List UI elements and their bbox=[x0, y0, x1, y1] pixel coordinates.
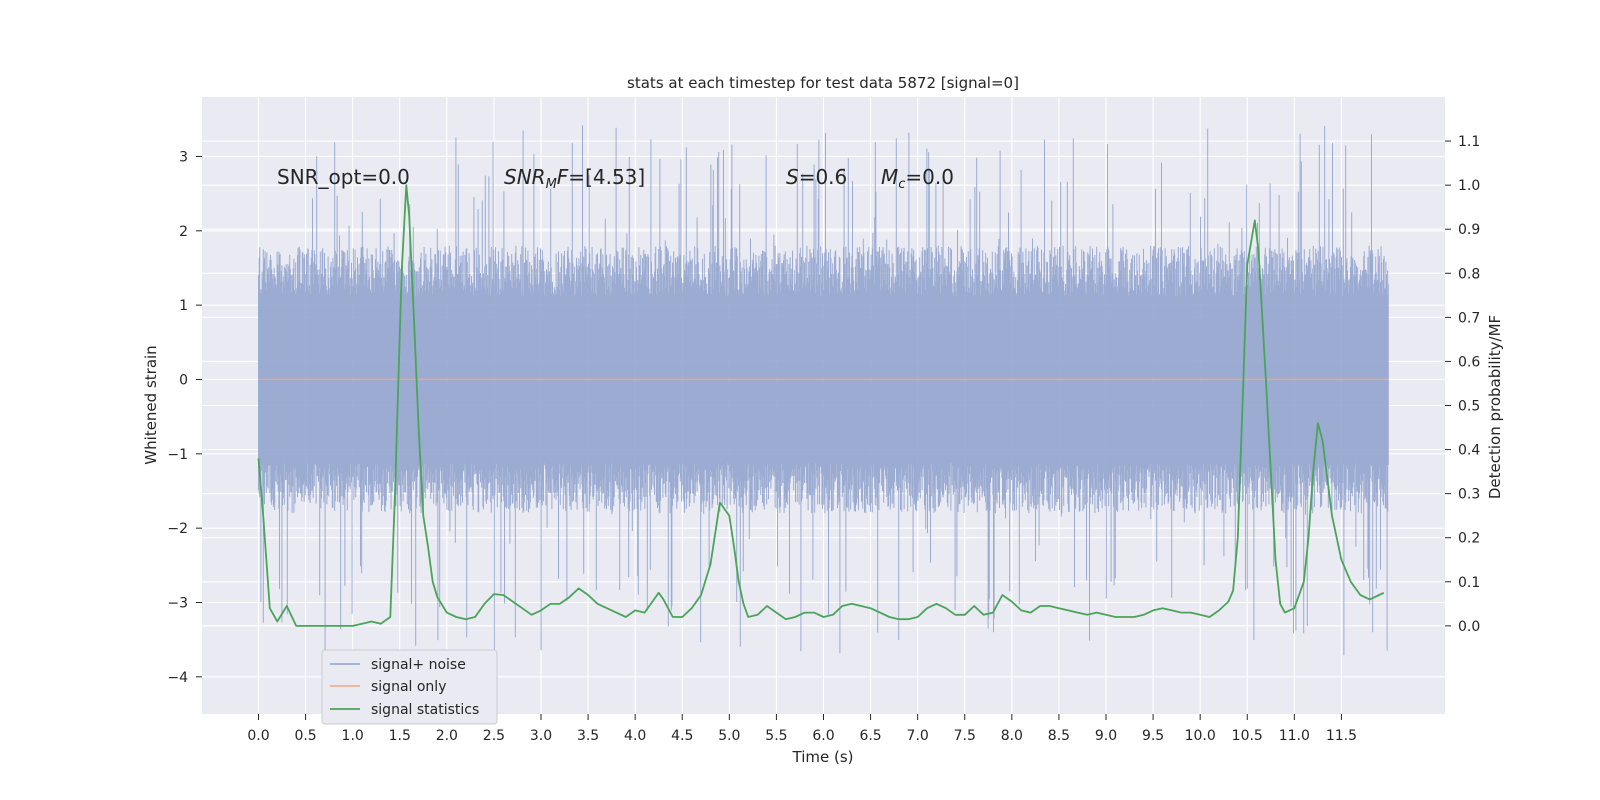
legend: signal+ noise signal only signal statist… bbox=[321, 649, 498, 725]
annotation-s: S=0.6 bbox=[786, 165, 847, 189]
x-tick-label-15: 7.5 bbox=[954, 728, 976, 744]
legend-box bbox=[321, 649, 498, 725]
right-y-axis-label: Detection probability/MF bbox=[1486, 315, 1504, 499]
chart-title: stats at each timestep for test data 587… bbox=[627, 74, 1019, 92]
x-tick-label-12: 6.0 bbox=[812, 728, 834, 744]
x-axis-label: Time (s) bbox=[792, 748, 854, 766]
x-tick-label-16: 8.0 bbox=[1001, 728, 1023, 744]
x-tick-label-7: 3.5 bbox=[577, 728, 599, 744]
annotation-snr-opt: SNR_opt=0.0 bbox=[277, 165, 410, 189]
right-y-tick-label-7: 0.4 bbox=[1458, 443, 1480, 459]
x-axis-ticks: 0.0 0.5 1.0 1.5 2.0 2.5 3.0 3.5 4.0 4.5 5.0 5.5 6.0 6… bbox=[247, 714, 1357, 744]
x-tick-label-9: 4.5 bbox=[671, 728, 693, 744]
x-tick-label-17: 8.5 bbox=[1048, 728, 1070, 744]
left-y-tick-label-2: 1 bbox=[179, 298, 188, 314]
series-signal-noise bbox=[258, 125, 1389, 656]
right-y-tick-label-5: 0.6 bbox=[1458, 354, 1480, 370]
annotations: SNR_opt=0.0 SNRMF=[4.53] S=0.6 Mc=0.0 bbox=[277, 165, 954, 192]
x-tick-label-10: 5.0 bbox=[718, 728, 740, 744]
left-y-axis-label: Whitened strain bbox=[142, 345, 160, 464]
left-y-tick-label-7: −4 bbox=[167, 670, 188, 686]
right-y-tick-label-10: 0.1 bbox=[1458, 575, 1480, 591]
x-tick-label-5: 2.5 bbox=[483, 728, 505, 744]
left-y-tick-label-5: −2 bbox=[167, 521, 188, 537]
annotation-mc: Mc=0.0 bbox=[881, 165, 954, 192]
x-tick-label-6: 3.0 bbox=[530, 728, 552, 744]
x-tick-label-19: 9.5 bbox=[1142, 728, 1164, 744]
right-y-axis-ticks: 1.1 1.0 0.9 0.8 0.7 0.6 0.5 0.4 0.3 0.2 0.1 0.0 bbox=[1445, 134, 1480, 635]
x-tick-label-1: 0.5 bbox=[294, 728, 316, 744]
right-y-tick-label-9: 0.2 bbox=[1458, 531, 1480, 547]
right-y-tick-label-3: 0.8 bbox=[1458, 266, 1480, 282]
x-tick-label-8: 4.0 bbox=[624, 728, 646, 744]
left-y-axis-ticks: 3 2 1 0 −1 −2 −3 −4 bbox=[167, 149, 202, 686]
x-tick-label-21: 10.5 bbox=[1232, 728, 1263, 744]
x-tick-label-22: 11.0 bbox=[1279, 728, 1310, 744]
x-tick-label-3: 1.5 bbox=[389, 728, 411, 744]
x-tick-label-2: 1.0 bbox=[342, 728, 364, 744]
left-y-tick-label-6: −3 bbox=[167, 595, 188, 611]
right-y-tick-label-0: 1.1 bbox=[1458, 134, 1480, 150]
right-y-tick-label-8: 0.3 bbox=[1458, 487, 1480, 503]
legend-label-signal-only: signal only bbox=[371, 679, 446, 695]
series-signal-statistics bbox=[257, 184, 1385, 627]
x-tick-label-13: 6.5 bbox=[859, 728, 881, 744]
x-tick-label-20: 10.0 bbox=[1185, 728, 1216, 744]
x-tick-label-11: 5.5 bbox=[765, 728, 787, 744]
signal-statistics-line bbox=[257, 184, 1385, 627]
right-y-tick-label-1: 1.0 bbox=[1458, 178, 1480, 194]
right-y-tick-label-6: 0.5 bbox=[1458, 399, 1480, 415]
x-tick-label-4: 2.0 bbox=[436, 728, 458, 744]
x-tick-label-18: 9.0 bbox=[1095, 728, 1117, 744]
left-y-tick-label-1: 2 bbox=[179, 224, 188, 240]
right-y-tick-label-4: 0.7 bbox=[1458, 310, 1480, 326]
annotation-snr-mf: SNRMF=[4.53] bbox=[504, 165, 645, 192]
right-y-tick-label-2: 0.9 bbox=[1458, 222, 1480, 238]
left-y-tick-label-4: −1 bbox=[167, 447, 188, 463]
legend-label-signal-noise: signal+ noise bbox=[371, 657, 466, 673]
legend-label-signal-statistics: signal statistics bbox=[371, 702, 479, 718]
right-y-tick-label-11: 0.0 bbox=[1458, 619, 1480, 635]
left-y-tick-label-0: 3 bbox=[179, 149, 188, 165]
left-y-tick-label-3: 0 bbox=[179, 372, 188, 388]
x-tick-label-14: 7.0 bbox=[907, 728, 929, 744]
signal-noise-trace bbox=[258, 125, 1389, 656]
x-tick-label-0: 0.0 bbox=[247, 728, 269, 744]
x-tick-label-23: 11.5 bbox=[1326, 728, 1357, 744]
